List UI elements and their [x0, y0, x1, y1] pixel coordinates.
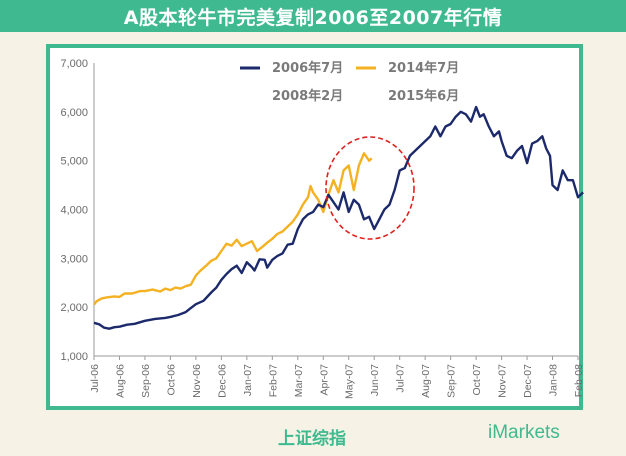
highlight-circle [325, 136, 415, 240]
legend-sublabel: 2015年6月 [388, 88, 459, 104]
y-tick-label: 6,000 [60, 107, 88, 119]
x-tick-label: Sep-06 [140, 364, 152, 398]
series-2006-line [93, 105, 584, 330]
y-tick-label: 1,000 [60, 351, 88, 363]
x-tick-label: Jul-06 [89, 364, 101, 393]
x-tick-label: Mar-07 [293, 364, 305, 397]
x-tick-label: Dec-07 [522, 364, 534, 398]
x-tick-label: Jan-07 [242, 364, 254, 396]
index-label: 上证综指 [278, 429, 346, 449]
x-tick-label: Feb-07 [267, 364, 279, 397]
x-tick-label: Oct-06 [165, 364, 177, 396]
x-tick-label: Feb-08 [573, 364, 585, 397]
x-tick-label: Sep-07 [446, 364, 458, 398]
chart-title: A股本轮牛市完美复制2006至2007年行情 [123, 6, 503, 29]
x-tick-label: Apr-07 [318, 364, 330, 396]
series-2014-line [93, 152, 373, 306]
x-tick-label: Aug-07 [420, 364, 432, 398]
imarkets-logo: iMarkets [488, 422, 560, 443]
x-tick-label: Jun-07 [369, 364, 381, 396]
legend-label: 2014年7月 [388, 60, 459, 76]
x-tick-label: Jul-07 [395, 364, 407, 393]
y-tick-label: 5,000 [60, 156, 88, 168]
x-tick-label: Jan-08 [548, 364, 560, 396]
x-tick-label: Dec-06 [216, 364, 228, 398]
legend-label: 2006年7月 [272, 60, 343, 76]
y-tick-label: 4,000 [60, 205, 88, 217]
x-tick-label: Nov-07 [497, 364, 509, 398]
legend-sublabel: 2008年2月 [272, 88, 343, 104]
x-tick-label: May-07 [344, 364, 356, 399]
chart-frame [46, 44, 583, 410]
y-tick-label: 2,000 [60, 302, 88, 314]
title-bar: A股本轮牛市完美复制2006至2007年行情 [0, 0, 626, 32]
x-tick-label: Oct-07 [471, 364, 483, 396]
y-tick-label: 3,000 [60, 253, 88, 265]
x-tick-label: Aug-06 [114, 364, 126, 398]
y-tick-label: 7,000 [60, 58, 88, 70]
x-tick-label: Nov-06 [191, 364, 203, 398]
